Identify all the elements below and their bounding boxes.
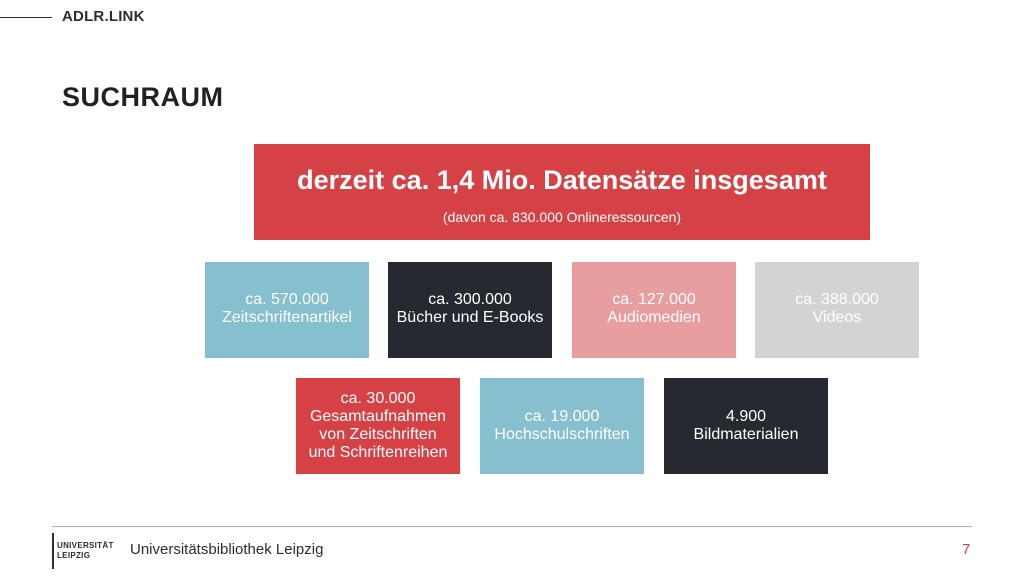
online-resources-note: (davon ca. 830.000 Onlineressourcen) <box>442 209 682 225</box>
stat-box-videos: ca. 388.000 Videos <box>755 262 919 358</box>
stat-box-complete-records: ca. 30.000 Gesamtaufnahmen von Zeitschri… <box>296 378 460 474</box>
stat-box-books: ca. 300.000 Bücher und E-Books <box>388 262 552 358</box>
stat-label: Videos <box>812 309 862 326</box>
brand-label: ADLR.LINK <box>62 8 145 25</box>
logo-bar <box>52 533 54 569</box>
total-records-headline: derzeit ca. 1,4 Mio. Datensätze insgesam… <box>297 165 827 195</box>
page-title: SUCHRAUM <box>62 82 224 112</box>
university-logo: UNIVERSITÄT LEIPZIG <box>52 533 118 569</box>
stat-count: ca. 388.000 <box>795 291 879 308</box>
stat-label: Zeitschriftenartikel <box>222 309 352 326</box>
stat-box-audio: ca. 127.000 Audiomedien <box>572 262 736 358</box>
logo-text-line1: UNIVERSITÄT <box>57 541 114 550</box>
stat-count: ca. 30.000 <box>340 390 416 407</box>
stat-box-theses: ca. 19.000 Hochschulschriften <box>480 378 644 474</box>
institution-name: Universitätsbibliothek Leipzig <box>130 541 324 558</box>
stat-label: Bildmaterialien <box>693 426 799 443</box>
stat-label: Gesamtaufnahmen <box>309 408 447 425</box>
stat-box-images: 4.900 Bildmaterialien <box>664 378 828 474</box>
stat-box-journal-articles: ca. 570.000 Zeitschriftenartikel <box>205 262 369 358</box>
logo-text-line2: LEIPZIG <box>57 551 91 560</box>
total-records-box: derzeit ca. 1,4 Mio. Datensätze insgesam… <box>254 144 870 240</box>
stat-count: 4.900 <box>725 408 767 425</box>
stat-label: und Schriftenreihen <box>308 444 448 461</box>
stat-label: Audiomedien <box>607 309 701 326</box>
stat-count: ca. 300.000 <box>428 291 512 308</box>
stat-label: Bücher und E-Books <box>396 309 544 326</box>
stat-count: ca. 570.000 <box>245 291 329 308</box>
stat-label: Hochschulschriften <box>494 426 630 443</box>
stat-label: von Zeitschriften <box>319 426 437 443</box>
header-rule <box>0 17 52 18</box>
stat-count: ca. 19.000 <box>524 408 600 425</box>
footer-rule <box>52 526 972 527</box>
stat-count: ca. 127.000 <box>612 291 696 308</box>
page-number: 7 <box>962 541 971 558</box>
